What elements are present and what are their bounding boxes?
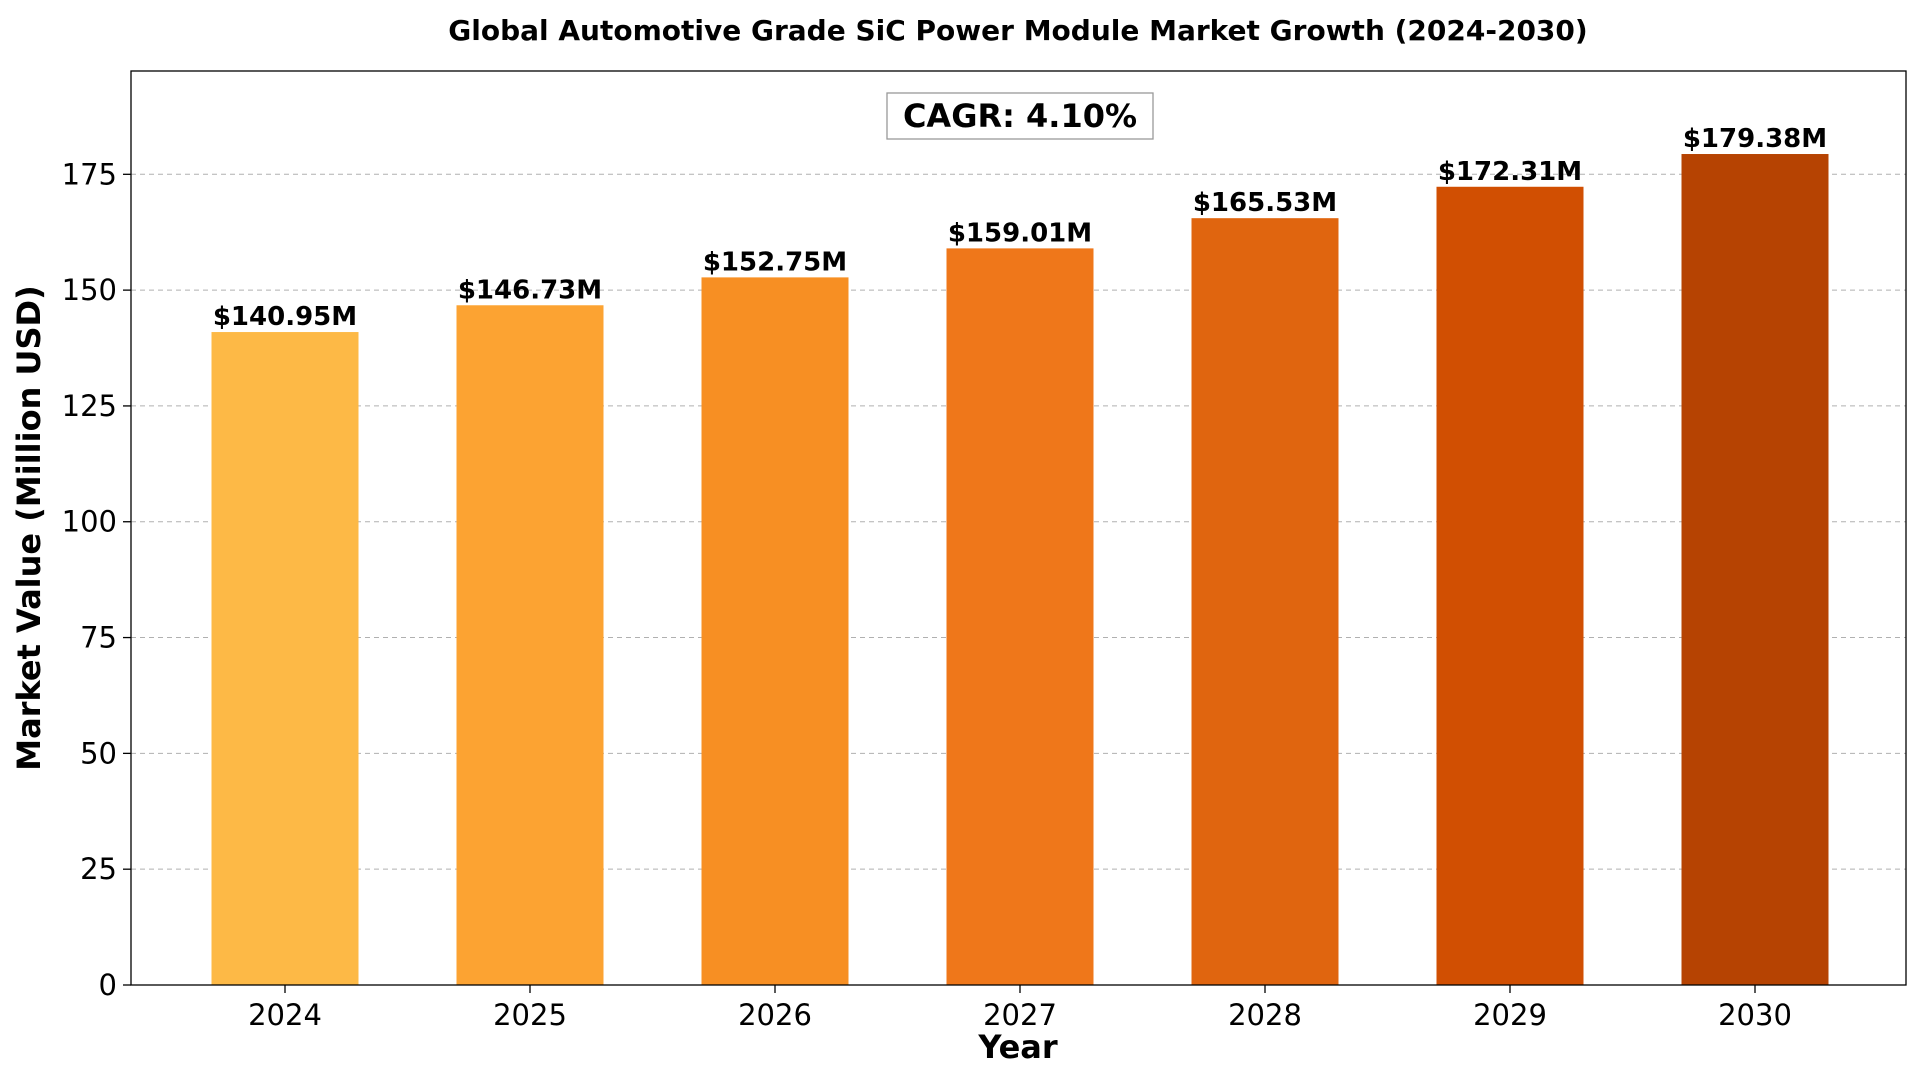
data-label: $152.75M [703,247,847,277]
y-tick-label: 0 [99,968,117,1002]
cagr-text: CAGR: 4.10% [903,97,1137,135]
bars [211,154,1829,985]
bar [946,248,1094,985]
data-label: $179.38M [1683,124,1827,154]
data-labels: $140.95M $146.73M $152.75M $159.01M $165.53M… [213,124,1827,332]
x-tick-label: 2026 [738,998,812,1032]
x-tick-label: 2030 [1718,998,1792,1032]
data-label: $159.01M [948,218,1092,248]
y-tick-label: 175 [62,157,117,191]
x-tick-label: 2028 [1228,998,1302,1032]
x-tick-label: 2027 [983,998,1057,1032]
x-tick-label: 2029 [1473,998,1547,1032]
bar [1436,186,1584,985]
x-axis-label: Year [977,1028,1058,1066]
bar [1191,218,1339,985]
data-label: $165.53M [1193,188,1337,218]
y-tick-label: 50 [80,736,117,770]
plot-frame [130,70,1907,986]
cagr-box [886,92,1154,140]
grid-lines [131,173,1906,870]
data-label: $172.31M [1438,157,1582,187]
bar [701,277,849,985]
bar [211,332,359,985]
y-tick-label: 150 [62,273,117,307]
bar [1681,154,1829,985]
chart-title: Global Automotive Grade SiC Power Module… [448,14,1587,47]
cagr-annotation: CAGR: 4.10% [886,92,1154,140]
y-axis-label: Market Value (Million USD) [10,285,48,770]
data-label: $146.73M [458,275,602,305]
y-tick-label: 100 [62,505,117,539]
x-tick-label: 2025 [493,998,567,1032]
x-tick-label: 2024 [248,998,322,1032]
bar [456,305,604,985]
y-tick-label: 25 [80,852,117,886]
axes: 0 25 50 75 100 125 150 175 2024 2025 2026 2027 2028 2… [62,157,1792,1032]
y-tick-label: 75 [80,621,117,655]
y-tick-label: 125 [62,389,117,423]
data-label: $140.95M [213,302,357,332]
